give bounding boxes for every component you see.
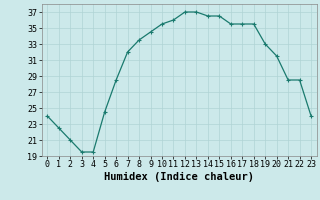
- X-axis label: Humidex (Indice chaleur): Humidex (Indice chaleur): [104, 172, 254, 182]
